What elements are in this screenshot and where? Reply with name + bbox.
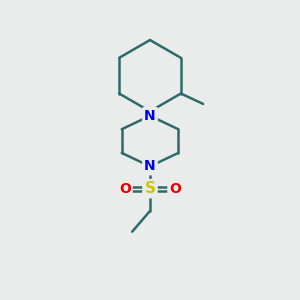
- Text: N: N: [144, 109, 156, 123]
- Text: S: S: [145, 181, 155, 196]
- Text: O: O: [169, 182, 181, 196]
- Text: O: O: [119, 182, 131, 196]
- Text: N: N: [144, 159, 156, 173]
